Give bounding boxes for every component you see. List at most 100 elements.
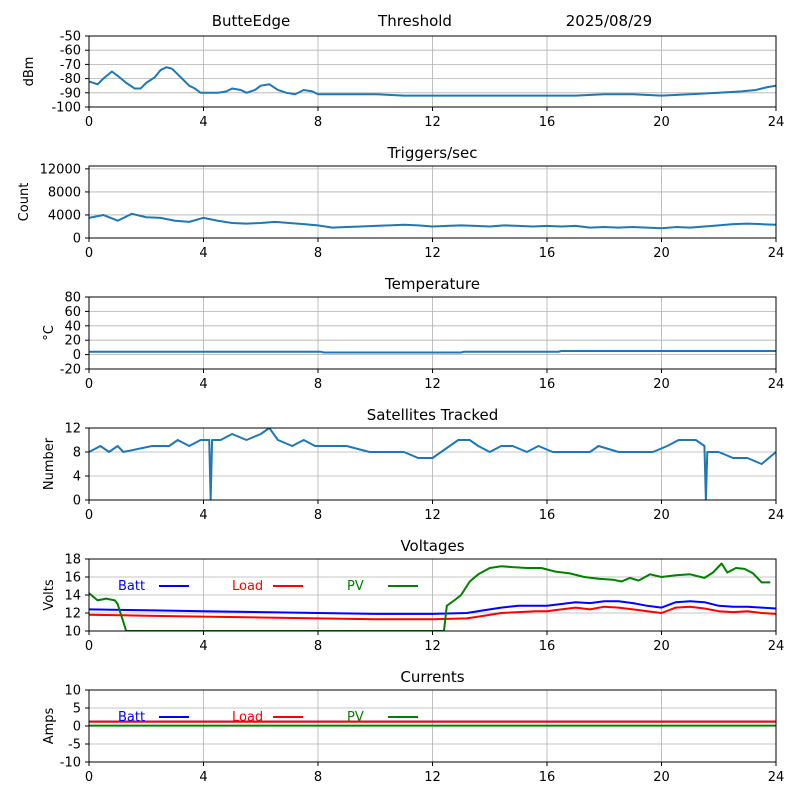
legend-label-batt: Batt <box>118 579 145 594</box>
y-tick-label: -80 <box>60 72 81 87</box>
x-tick-label: 8 <box>314 377 322 392</box>
x-tick-label: 8 <box>314 770 322 785</box>
y-tick-label: 0 <box>73 720 81 735</box>
x-tick-label: 24 <box>768 377 785 392</box>
y-tick-label: 0 <box>73 348 81 363</box>
series-group <box>89 350 776 354</box>
y-tick-label: 8 <box>73 446 81 461</box>
x-tick-label: 16 <box>539 639 556 654</box>
legend-label-pv: PV <box>347 579 364 594</box>
y-axis-label: °C <box>42 325 57 341</box>
x-tick-label: 0 <box>85 246 93 261</box>
panel-title: Voltages <box>400 537 464 555</box>
y-tick-label: -50 <box>60 30 81 45</box>
panel-3: 0 4 8 12 16 20 24 0 4 8 12 Satellites Tracked Number <box>42 406 784 523</box>
x-tick-label: 8 <box>314 639 322 654</box>
panel-4: 0 4 8 12 16 20 24 10 12 14 16 18 Voltages Volts Batt Lo… <box>42 537 784 654</box>
y-tick-label: 12 <box>64 422 81 437</box>
x-tick-label: 12 <box>424 770 441 785</box>
legend-label-batt: Batt <box>118 710 145 725</box>
y-tick-label: 4 <box>73 470 81 485</box>
y-tick-label: 8000 <box>48 185 81 200</box>
x-tick-label: 16 <box>539 246 556 261</box>
series-line-0 <box>89 350 776 354</box>
y-tick-label: 0 <box>73 494 81 509</box>
x-tick-label: 0 <box>85 639 93 654</box>
x-tick-label: 24 <box>768 115 785 130</box>
y-tick-label: 12000 <box>40 162 81 177</box>
y-axis-label: Number <box>42 437 57 490</box>
x-tick-label: 0 <box>85 508 93 523</box>
y-tick-label: 60 <box>64 305 81 320</box>
x-tick-label: 24 <box>768 246 785 261</box>
x-tick-label: 16 <box>539 377 556 392</box>
panel-5: 0 4 8 12 16 20 24 -10 -5 0 5 10 Currents Amps Batt Load… <box>42 668 784 785</box>
panel-1: 0 4 8 12 16 20 24 0 4000 8000 12000 Triggers/sec Cou… <box>17 144 784 261</box>
y-tick-label: 12 <box>64 607 81 622</box>
y-tick-label: 80 <box>64 291 81 306</box>
x-tick-label: 4 <box>199 508 207 523</box>
y-tick-label: -90 <box>60 86 81 101</box>
x-tick-label: 20 <box>653 246 670 261</box>
y-tick-label: 40 <box>64 319 81 334</box>
y-tick-label: 14 <box>64 589 81 604</box>
y-tick-label: 16 <box>64 571 81 586</box>
x-tick-label: 20 <box>653 115 670 130</box>
x-tick-label: 8 <box>314 246 322 261</box>
x-tick-label: 8 <box>314 115 322 130</box>
x-tick-label: 16 <box>539 508 556 523</box>
x-tick-label: 12 <box>424 639 441 654</box>
series-group <box>89 66 776 97</box>
series-group <box>89 212 776 230</box>
y-tick-label: 0 <box>73 232 81 247</box>
legend-label-load: Load <box>232 579 263 594</box>
y-axis-label: Count <box>17 183 32 222</box>
series-line-0 <box>89 428 776 500</box>
y-tick-label: 4000 <box>48 208 81 223</box>
y-tick-label: -10 <box>60 756 81 771</box>
x-tick-label: 8 <box>314 508 322 523</box>
x-tick-label: 0 <box>85 115 93 130</box>
x-tick-label: 12 <box>424 246 441 261</box>
series-line-0 <box>89 212 776 230</box>
x-tick-label: 20 <box>653 770 670 785</box>
series-line-load <box>89 605 776 621</box>
x-tick-label: 20 <box>653 508 670 523</box>
series-group <box>89 562 776 631</box>
panel-title: Triggers/sec <box>387 144 478 162</box>
y-axis-label: dBm <box>22 57 37 87</box>
x-tick-label: 16 <box>539 115 556 130</box>
y-tick-label: 10 <box>64 684 81 699</box>
x-tick-label: 4 <box>199 115 207 130</box>
x-tick-label: 20 <box>653 639 670 654</box>
series-group <box>89 720 776 727</box>
legend-label-pv: PV <box>347 710 364 725</box>
x-tick-label: 24 <box>768 770 785 785</box>
x-tick-label: 0 <box>85 377 93 392</box>
x-tick-label: 20 <box>653 377 670 392</box>
header-mode: Threshold <box>377 12 452 30</box>
x-tick-label: 12 <box>424 508 441 523</box>
y-tick-label: -100 <box>51 101 81 116</box>
y-axis-label: Amps <box>42 707 57 744</box>
y-tick-label: 10 <box>64 625 81 640</box>
x-tick-label: 12 <box>424 115 441 130</box>
x-tick-label: 4 <box>199 246 207 261</box>
x-tick-label: 16 <box>539 770 556 785</box>
series-line-pv <box>89 562 771 631</box>
y-tick-label: -20 <box>60 363 81 378</box>
header-date: 2025/08/29 <box>566 12 652 30</box>
panel-title: Temperature <box>384 275 480 293</box>
header-station: ButteEdge <box>212 12 291 30</box>
series-line-batt <box>89 600 776 615</box>
legend-label-load: Load <box>232 710 263 725</box>
x-tick-label: 0 <box>85 770 93 785</box>
panel-0: 0 4 8 12 16 20 24 -100-90-80-70-60-50 dBm <box>22 30 784 131</box>
x-tick-label: 24 <box>768 639 785 654</box>
series-group <box>89 428 776 500</box>
y-tick-label: 18 <box>64 553 81 568</box>
